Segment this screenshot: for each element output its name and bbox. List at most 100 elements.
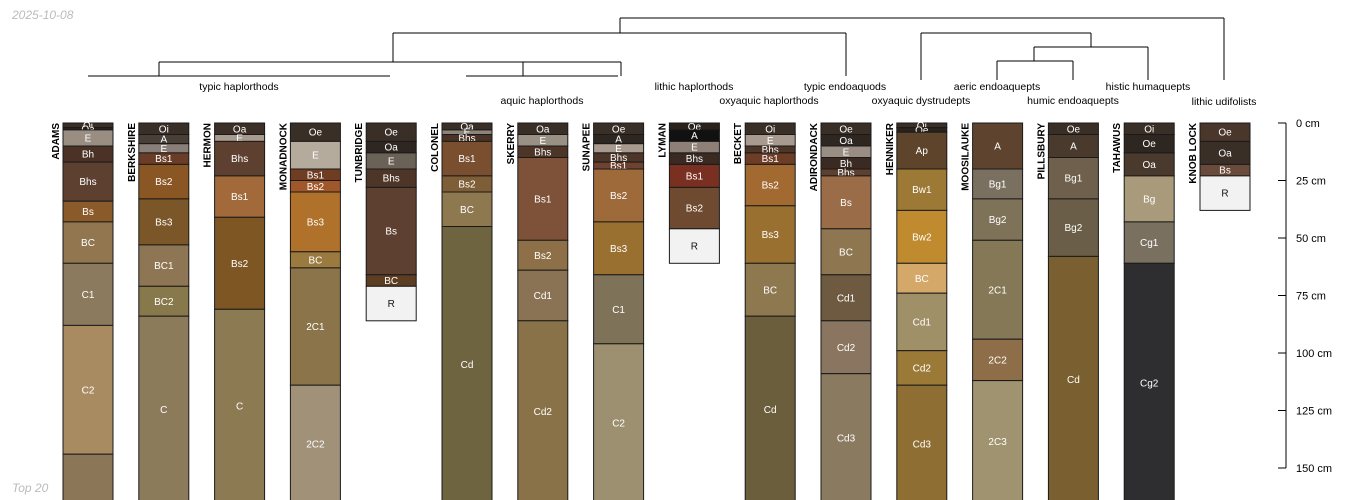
- profile-name: HERMON: [203, 123, 214, 167]
- horizon-label: Bs3: [307, 217, 325, 228]
- horizon-c: [214, 308, 266, 500]
- horizon-label: C: [160, 405, 167, 416]
- horizon-label: Cg1: [1140, 238, 1159, 249]
- horizon-label: E: [615, 144, 622, 155]
- horizon-label: Cd: [1067, 375, 1080, 386]
- horizon-label: Oe: [915, 125, 929, 136]
- horizon-cg1: [1123, 221, 1175, 264]
- group-label-oxyaquic-haplorthods: oxyaquic haplorthods: [719, 95, 818, 107]
- horizon-label: Cd3: [837, 434, 856, 445]
- horizon-label: A: [615, 135, 622, 146]
- horizon-bs2: [214, 216, 266, 310]
- horizon-cg2: [1123, 262, 1175, 500]
- horizon-label: Bh: [840, 159, 852, 170]
- horizon-label: E: [691, 143, 698, 154]
- horizon-label: R: [691, 242, 698, 253]
- horizon-r: [1199, 175, 1251, 211]
- horizon-r: [668, 228, 720, 264]
- horizon-label: C1: [82, 290, 95, 301]
- horizon-label: A: [1070, 142, 1077, 153]
- horizon-bc: [820, 228, 872, 276]
- axis-tick-label: 50 cm: [1296, 233, 1326, 245]
- horizon-label: Cd: [764, 405, 777, 416]
- horizon-cd1: [896, 292, 948, 352]
- horizon-cd2: [820, 320, 872, 375]
- horizon-label: Cd2: [534, 407, 553, 418]
- horizon-label: Bhs: [610, 153, 627, 164]
- horizon-label: Oa: [536, 124, 550, 135]
- horizon-label: Cd2: [837, 343, 856, 354]
- group-label-typic-haplorthods: typic haplorthods: [199, 81, 278, 93]
- horizon-label: E: [236, 133, 243, 144]
- horizon-label: C2: [82, 385, 95, 396]
- profile-name: LYMAN: [657, 123, 668, 158]
- horizon-label: Bs1: [307, 170, 325, 181]
- horizon-bs3: [289, 191, 341, 253]
- horizon-label: Bhs: [686, 154, 703, 165]
- horizon-label: 2C1: [306, 322, 325, 333]
- horizon-bhs: [214, 140, 266, 177]
- horizon-label: 2C2: [988, 355, 1007, 366]
- profile-name: COLONEL: [430, 123, 441, 172]
- horizon-label: Bs3: [155, 217, 173, 228]
- horizon-bs2: [593, 168, 645, 223]
- axis-tick-label: 25 cm: [1296, 176, 1326, 188]
- profile-name: HENNIKER: [885, 122, 896, 175]
- horizon-bw2: [896, 209, 948, 264]
- axis-tick-label: 0 cm: [1296, 118, 1320, 130]
- horizon-cd1: [820, 274, 872, 322]
- horizon-label: Bs1: [231, 192, 249, 203]
- horizon-label: Bs3: [762, 230, 780, 241]
- horizon-label: Oa: [839, 136, 853, 147]
- horizon-2c2: [972, 338, 1024, 382]
- horizon-label: 2C1: [988, 285, 1007, 296]
- profile-name: PILLSBURY: [1036, 123, 1047, 180]
- horizon-label: Bs1: [762, 154, 780, 165]
- horizon-label: BC: [384, 276, 398, 287]
- horizon-label: BC: [915, 274, 929, 285]
- profile-name: TAHAWUS: [1112, 123, 1123, 173]
- date-stamp: 2025-10-08: [12, 8, 74, 22]
- horizon-label: Bs2: [307, 182, 325, 193]
- horizon-label: A: [691, 131, 698, 142]
- horizon-label: Bw2: [912, 232, 932, 243]
- horizon-cd: [441, 226, 493, 500]
- profile-name: ADIRONDACK: [809, 122, 820, 191]
- horizon-label: Bs: [82, 207, 94, 218]
- horizon-label: Bhs: [762, 145, 779, 156]
- horizon-bs3: [593, 221, 645, 276]
- horizon-label: Bw1: [912, 185, 932, 196]
- horizon-label: Oi: [765, 124, 775, 135]
- depth-axis: 0 cm 25 cm 50 cm 75 cm 100 cm 125 cm 150 cm: [1278, 118, 1332, 475]
- horizon-label: Bs: [1219, 166, 1231, 177]
- group-label-humic-endoaquepts: humic endoaquepts: [1027, 95, 1119, 107]
- horizon-label: Oe: [1218, 128, 1232, 139]
- horizon-bc2: [138, 285, 190, 317]
- horizon-label: Bhs: [383, 174, 400, 185]
- horizon-label: Oe: [839, 124, 853, 135]
- horizon-label: Bs2: [534, 251, 552, 262]
- horizon-ap: [896, 131, 948, 170]
- horizon-label: Cd1: [534, 291, 553, 302]
- horizon-cd2: [896, 350, 948, 386]
- axis-tick-label: 75 cm: [1296, 291, 1326, 303]
- horizon-label: Bs3: [610, 244, 628, 255]
- horizon-label: E: [312, 151, 319, 162]
- horizon-label: BC: [308, 255, 322, 266]
- horizon-bs1: [214, 175, 266, 218]
- dendrogram: [88, 17, 1225, 80]
- horizon-cd: [744, 315, 796, 500]
- horizon-label: C: [236, 401, 243, 412]
- horizon-label: Oa: [460, 122, 474, 133]
- horizon-label: R: [1221, 189, 1228, 200]
- horizon-label: Bhs: [231, 154, 248, 165]
- horizon-bhs: [62, 161, 114, 202]
- horizon-c2: [593, 343, 645, 500]
- horizon-label: Oi: [83, 121, 93, 132]
- horizon-cd2: [517, 320, 569, 500]
